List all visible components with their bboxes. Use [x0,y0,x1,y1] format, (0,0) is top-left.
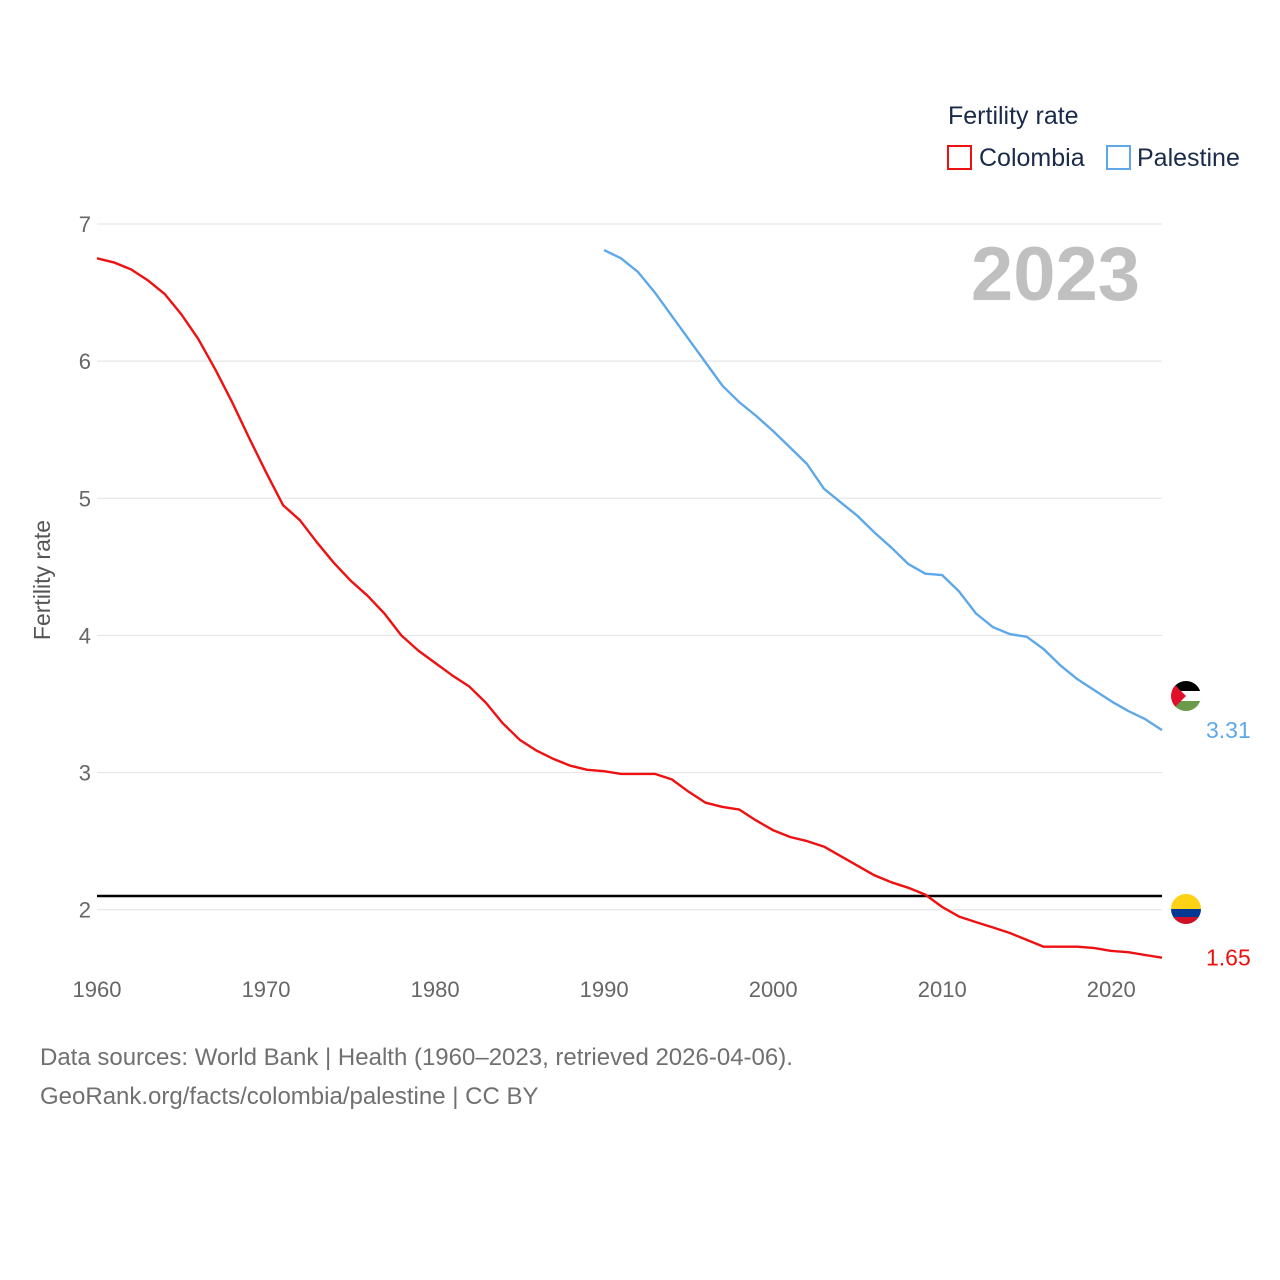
y-tick-label: 3 [79,761,91,786]
footer-credit-link[interactable]: GeoRank.org/facts/colombia/palestine | C… [40,1083,539,1110]
y-tick-label: 4 [79,623,91,648]
legend-title: Fertility rate [948,102,1079,130]
x-tick-labels: 1960 1970 1980 1990 2000 2010 2020 [73,977,1136,1002]
y-tick-label: 5 [79,486,91,511]
series-line-palestine[interactable] [603,249,1163,732]
legend-swatch-colombia[interactable] [947,145,972,170]
x-tick-label: 2010 [918,977,967,1002]
x-tick-label: 2020 [1087,977,1136,1002]
x-tick-label: 1970 [242,977,291,1002]
x-tick-label: 2000 [749,977,798,1002]
y-tick-label: 2 [79,898,91,923]
y-tick-label: 6 [79,349,91,374]
end-value-colombia: 1.65 [1206,945,1251,971]
x-tick-label: 1980 [411,977,460,1002]
legend-swatch-palestine[interactable] [1106,145,1131,170]
y-tick-labels: 2 3 4 5 6 7 [79,212,91,923]
end-value-palestine: 3.31 [1206,717,1251,743]
footer-sources: Data sources: World Bank | Health (1960–… [40,1044,793,1071]
y-axis-label: Fertility rate [29,520,55,640]
grid-lines [97,223,1162,911]
x-tick-label: 1990 [580,977,629,1002]
series-lines [96,249,1163,959]
x-tick-label: 1960 [73,977,122,1002]
end-labels: 1.65 3.31 [1206,717,1251,971]
series-line-colombia[interactable] [96,257,1163,959]
palestine-flag-icon [1171,681,1201,711]
colombia-flag-icon [1171,894,1201,924]
current-year-label: 2023 [971,232,1140,317]
y-tick-label: 7 [79,212,91,237]
legend-label-palestine[interactable]: Palestine [1137,144,1240,172]
legend: Fertility rate Colombia Palestine [947,102,1240,172]
legend-label-colombia[interactable]: Colombia [979,144,1085,172]
